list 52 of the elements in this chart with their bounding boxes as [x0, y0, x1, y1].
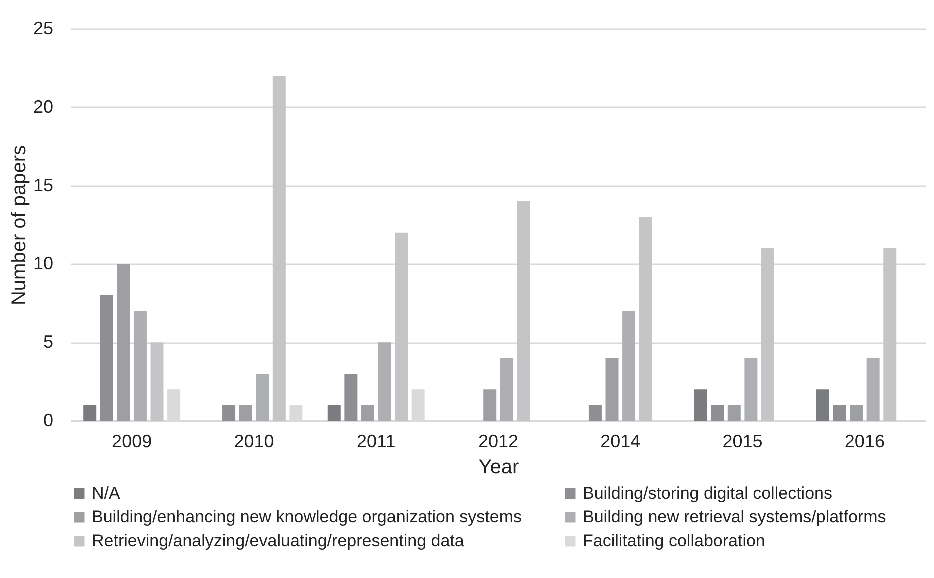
- y-tick-label: 25: [33, 18, 54, 38]
- bar: [694, 390, 708, 421]
- bar: [222, 405, 236, 421]
- bar: [728, 405, 741, 421]
- bar: [395, 232, 408, 421]
- y-axis-title: Number of papers: [8, 145, 30, 306]
- bar: [134, 311, 147, 421]
- bar: [850, 405, 864, 421]
- bar: [866, 358, 880, 421]
- bar: [744, 358, 758, 421]
- x-axis-title: Year: [478, 456, 520, 478]
- bar: [500, 358, 514, 421]
- bar: [272, 76, 286, 421]
- bar: [100, 296, 114, 421]
- y-tick-label: 10: [33, 254, 54, 274]
- x-tick-label: 2012: [478, 432, 519, 452]
- bar: [711, 405, 724, 421]
- x-tick-label: 2009: [112, 432, 152, 452]
- bar: [884, 248, 897, 421]
- bar: [256, 374, 270, 421]
- bar: [588, 405, 602, 421]
- legend-label: Building new retrieval systems/platforms: [583, 508, 886, 526]
- bar: [84, 405, 97, 421]
- bar: [484, 390, 497, 421]
- x-tick-label: 2010: [234, 432, 274, 452]
- bar: [606, 358, 619, 421]
- legend-label: Facilitating collaboration: [583, 532, 766, 550]
- bar: [622, 311, 636, 421]
- bar: [239, 405, 252, 421]
- legend-label: N/A: [92, 484, 121, 503]
- bar: [833, 405, 846, 421]
- x-tick-label: 2016: [844, 432, 885, 452]
- bar: [816, 390, 830, 421]
- bar: [328, 405, 341, 421]
- x-tick-label: 2015: [722, 432, 763, 452]
- legend-label: Retrieving/analyzing/evaluating/representing data: [92, 532, 465, 550]
- bar: [117, 264, 130, 421]
- bar: [517, 201, 530, 421]
- bar: [344, 374, 358, 421]
- bar: [361, 405, 374, 421]
- y-tick-label: 20: [33, 96, 54, 117]
- bar: [761, 248, 774, 421]
- bar: [150, 342, 164, 421]
- y-tick-label: 15: [33, 175, 54, 196]
- bar: [378, 342, 392, 421]
- y-tick-label: 0: [43, 410, 54, 430]
- legend-label: Building/enhancing new knowledge organization systems: [92, 508, 522, 526]
- legend-label: Building/storing digital collections: [583, 484, 832, 503]
- bar: [639, 217, 652, 421]
- x-tick-label: 2014: [600, 432, 641, 452]
- x-tick-label: 2011: [357, 432, 396, 452]
- y-tick-label: 5: [43, 332, 54, 352]
